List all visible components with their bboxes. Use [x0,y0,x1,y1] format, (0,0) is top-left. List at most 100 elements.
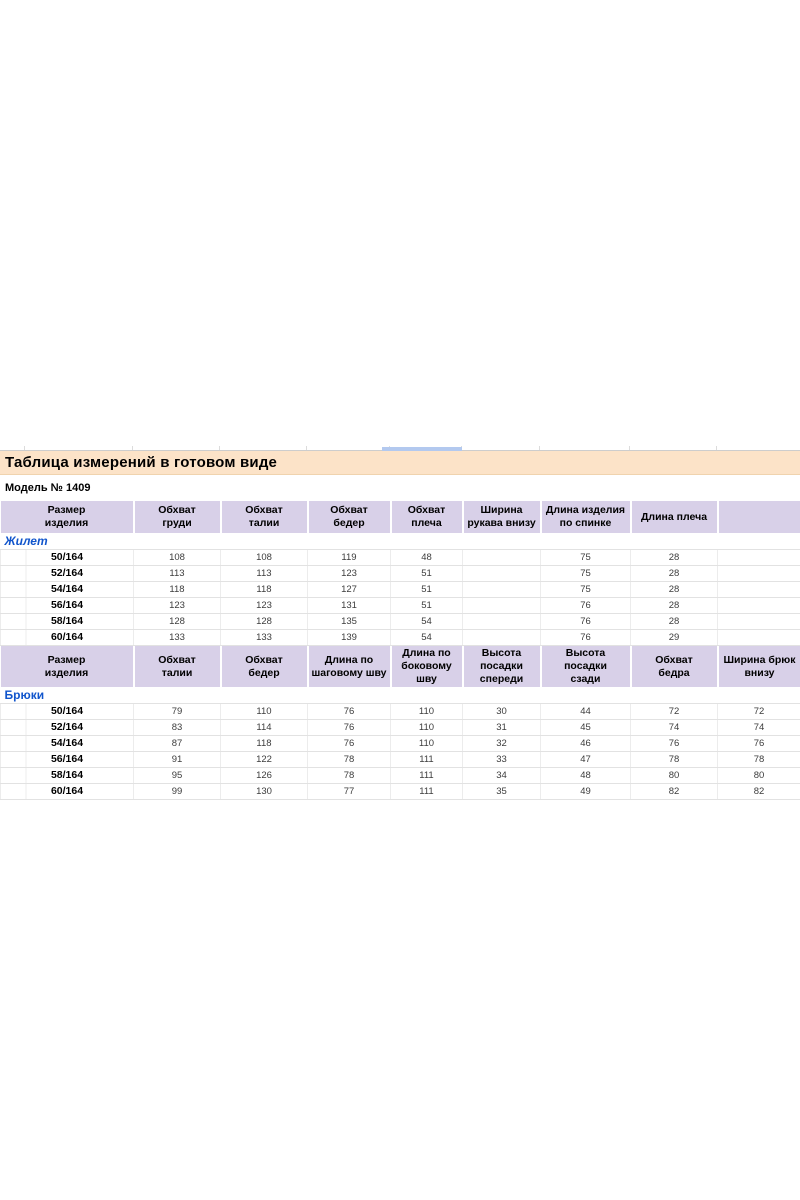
accent-bar [382,447,462,451]
column-header: Ширина брюк внизу [717,646,800,687]
data-cell: 110 [390,703,463,720]
data-cell: 76 [540,597,631,614]
page-title: Таблица измерений в готовом виде [5,454,278,471]
table-row: 58/164 128 128 135 54 76 28 [0,613,800,630]
data-cell: 33 [462,751,541,768]
data-cell: 128 [133,613,221,630]
column-header: Размер изделия [0,646,135,687]
data-cell: 83 [133,719,221,736]
table-row: 52/164 83 114 76 110 31 45 74 74 [0,719,800,736]
data-cell: 139 [307,629,391,646]
size-cell: 52/164 [0,565,134,582]
data-cell: 77 [307,783,391,800]
column-header: Обхват талии [220,501,309,533]
title-band: Таблица измерений в готовом виде [0,451,800,475]
data-cell [717,549,800,566]
grid-tick [716,446,717,450]
data-cell: 80 [630,767,718,784]
data-cell: 75 [540,565,631,582]
data-cell: 110 [390,719,463,736]
data-cell: 78 [307,767,391,784]
size-cell: 60/164 [0,629,134,646]
data-cell: 133 [133,629,221,646]
data-cell: 130 [220,783,308,800]
table-row: 52/164 113 113 123 51 75 28 [0,565,800,582]
size-cell: 60/164 [0,783,134,800]
column-header [717,501,800,533]
data-cell: 82 [717,783,800,800]
data-cell: 51 [390,581,463,598]
column-header: Обхват бедра [630,646,719,687]
data-cell [462,613,541,630]
vest-table-body: 50/164 108 108 119 48 75 28 52/164 113 1… [0,549,800,646]
data-cell: 76 [717,735,800,752]
column-header: Обхват груди [133,501,222,533]
data-cell: 45 [540,719,631,736]
size-cell: 56/164 [0,597,134,614]
data-cell: 108 [133,549,221,566]
data-cell: 95 [133,767,221,784]
data-cell: 76 [307,703,391,720]
data-cell: 113 [220,565,308,582]
data-cell: 51 [390,597,463,614]
grid-tick [629,446,630,450]
data-cell: 123 [307,565,391,582]
data-cell [462,581,541,598]
data-cell: 47 [540,751,631,768]
grid-tick [539,446,540,450]
data-cell: 80 [717,767,800,784]
column-header: Ширина рукава внизу [462,501,542,533]
data-cell: 111 [390,767,463,784]
data-cell: 79 [133,703,221,720]
data-cell: 76 [307,735,391,752]
column-header: Размер изделия [0,501,135,533]
data-cell: 35 [462,783,541,800]
data-cell [462,565,541,582]
data-cell: 46 [540,735,631,752]
data-cell: 99 [133,783,221,800]
data-cell [462,629,541,646]
data-cell: 76 [540,613,631,630]
data-cell [462,597,541,614]
column-header: Длина по шаговому шву [307,646,392,687]
data-cell: 76 [630,735,718,752]
data-cell: 123 [133,597,221,614]
data-cell: 51 [390,565,463,582]
size-cell: 58/164 [0,613,134,630]
size-cell: 50/164 [0,703,134,720]
data-cell: 28 [630,565,718,582]
data-cell [717,565,800,582]
data-cell [717,629,800,646]
table-row: 58/164 95 126 78 111 34 48 80 80 [0,767,800,784]
table-row: 56/164 123 123 131 51 76 28 [0,597,800,614]
table-row: 50/164 79 110 76 110 30 44 72 72 [0,703,800,720]
data-cell: 123 [220,597,308,614]
data-cell: 32 [462,735,541,752]
data-cell: 44 [540,703,631,720]
column-header: Длина плеча [630,501,719,533]
data-cell: 135 [307,613,391,630]
data-cell: 87 [133,735,221,752]
grid-tick [306,446,307,450]
data-cell: 28 [630,549,718,566]
data-cell: 133 [220,629,308,646]
data-cell: 111 [390,751,463,768]
trousers-section-row: Брюки [0,687,800,704]
trousers-table-body: 50/164 79 110 76 110 30 44 72 72 52/164 … [0,703,800,800]
data-cell: 91 [133,751,221,768]
data-cell: 29 [630,629,718,646]
vest-table: Размер изделия Обхват груди Обхват талии Об… [0,501,800,646]
data-cell: 34 [462,767,541,784]
column-header: Высота посадки спереди [462,646,542,687]
data-cell: 75 [540,549,631,566]
data-cell: 131 [307,597,391,614]
data-cell: 82 [630,783,718,800]
data-cell: 108 [220,549,308,566]
data-cell [717,613,800,630]
data-cell: 122 [220,751,308,768]
vest-header-row: Размер изделия Обхват груди Обхват талии Об… [0,501,800,533]
data-cell: 114 [220,719,308,736]
data-cell: 49 [540,783,631,800]
data-cell: 119 [307,549,391,566]
